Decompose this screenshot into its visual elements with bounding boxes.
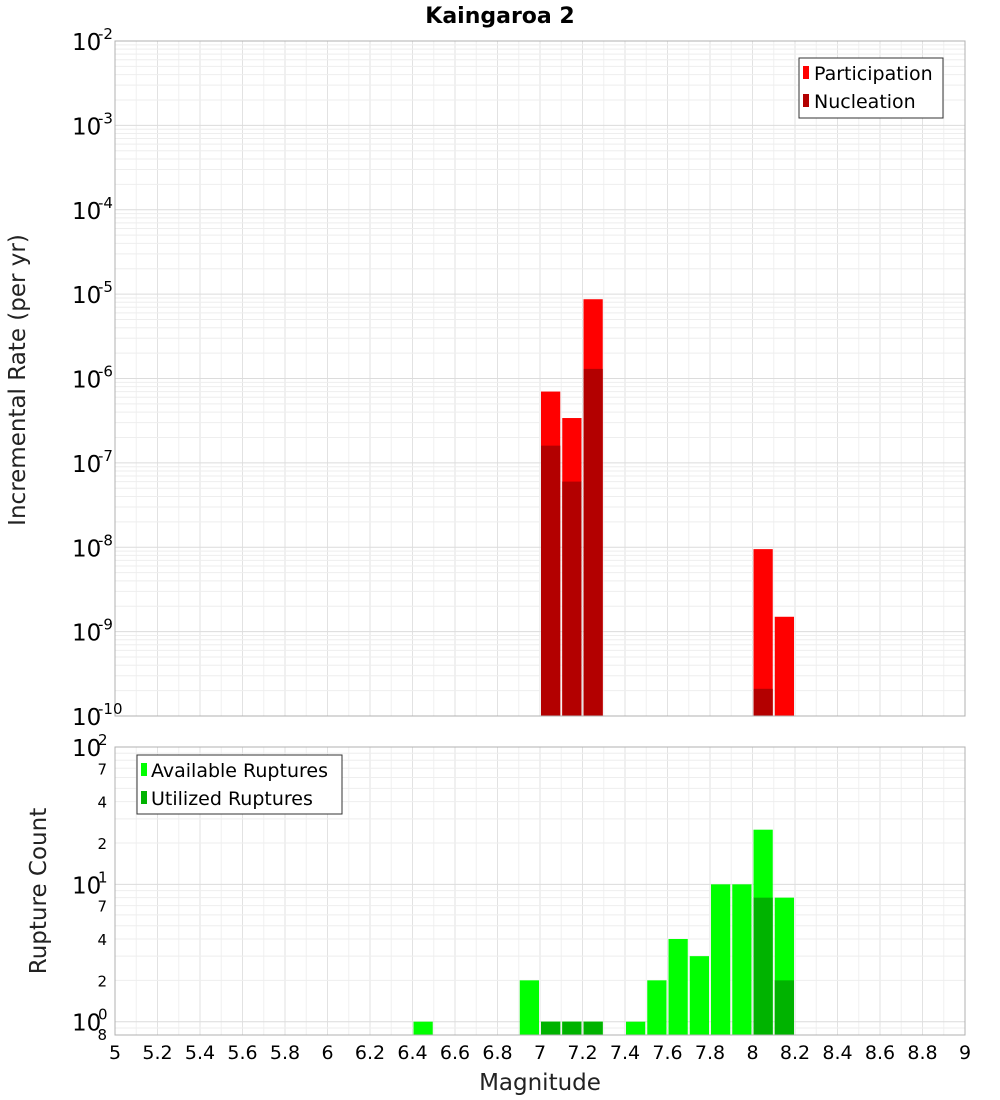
utilized-rupture-bar <box>774 980 794 1035</box>
count-y-minor-tick-label: 4 <box>97 931 107 949</box>
count-y-axis-label: Rupture Count <box>26 808 52 974</box>
x-tick-label: 7.8 <box>695 1042 725 1064</box>
available-rupture-bar <box>732 884 752 1035</box>
available-rupture-bar <box>519 980 539 1035</box>
x-tick-label: 7.2 <box>567 1042 597 1064</box>
x-axis-label: Magnitude <box>479 1070 601 1096</box>
nucleation-bar <box>562 481 582 716</box>
legend-label-nucleation: Nucleation <box>814 91 916 113</box>
nucleation-bar <box>753 688 773 716</box>
rate-y-tick-exponent: -6 <box>98 363 113 381</box>
count-y-minor-tick-label: 8 <box>97 1026 107 1044</box>
rate-y-tick-labels: 10-210-310-410-510-610-710-810-910-10 <box>72 25 123 731</box>
x-tick-label: 8.2 <box>780 1042 810 1064</box>
count-y-tick-base: 10 <box>72 873 101 899</box>
count-y-tick-base: 10 <box>72 1011 101 1037</box>
x-tick-label: 5.8 <box>270 1042 300 1064</box>
count-y-minor-tick-label: 7 <box>97 760 107 778</box>
rate-y-tick-exponent: -9 <box>98 616 113 634</box>
utilized-rupture-bar <box>753 897 773 1035</box>
x-tick-label: 5.2 <box>142 1042 172 1064</box>
rate-y-tick-exponent: -8 <box>98 531 113 549</box>
x-tick-label: 9 <box>959 1042 971 1064</box>
available-rupture-bar <box>711 884 731 1035</box>
utilized-rupture-bar <box>541 1021 561 1035</box>
rate-y-tick-base: 10 <box>72 452 101 478</box>
available-rupture-bar <box>668 939 688 1035</box>
legend-swatch-nucleation <box>803 94 809 107</box>
rate-y-tick-exponent: -5 <box>98 278 113 296</box>
x-tick-label: 7.6 <box>652 1042 682 1064</box>
nucleation-bar <box>541 445 561 716</box>
x-tick-label: 5 <box>109 1042 121 1064</box>
legend-swatch-available <box>141 763 147 776</box>
count-y-minor-tick-label: 4 <box>97 794 107 812</box>
chart-title: Kaingaroa 2 <box>425 4 574 29</box>
rate-y-tick-base: 10 <box>72 368 101 394</box>
count-y-tick-exponent: 0 <box>98 1006 108 1024</box>
x-tick-label: 8 <box>746 1042 758 1064</box>
legend-swatch-participation <box>803 66 809 79</box>
rate-y-tick-exponent: -10 <box>98 700 123 718</box>
legend-label-participation: Participation <box>814 63 933 85</box>
rate-y-tick-exponent: -4 <box>98 194 113 212</box>
rate-y-tick-base: 10 <box>72 283 101 309</box>
participation-bar <box>774 616 794 716</box>
rate-legend: Participation Nucleation <box>798 57 944 119</box>
legend-swatch-utilized <box>141 791 147 804</box>
available-rupture-bar <box>413 1021 433 1035</box>
rate-y-tick-base: 10 <box>72 199 101 225</box>
available-rupture-bar <box>647 980 667 1035</box>
rate-y-tick-exponent: -2 <box>98 25 113 43</box>
legend-label-utilized: Utilized Ruptures <box>151 788 313 810</box>
count-y-tick-exponent: 1 <box>98 868 108 886</box>
utilized-rupture-bars <box>541 897 794 1035</box>
x-tick-labels: 5 5.2 5.4 5.6 5.8 6 6.2 6.4 6.6 6.8 7 7.2 7.4 7.6 7.8 8… <box>109 1042 971 1064</box>
rate-y-tick-exponent: -7 <box>98 447 113 465</box>
rate-y-tick-base: 10 <box>72 30 101 56</box>
count-y-tick-base: 10 <box>72 736 101 762</box>
x-tick-label: 6.4 <box>397 1042 427 1064</box>
x-tick-label: 8.6 <box>865 1042 895 1064</box>
count-y-minor-tick-label: 7 <box>97 898 107 916</box>
x-tick-label: 8.8 <box>907 1042 937 1064</box>
count-plot-frame <box>114 746 966 1036</box>
legend-label-available: Available Ruptures <box>151 760 328 782</box>
rate-y-tick-base: 10 <box>72 621 101 647</box>
rate-y-tick-base: 10 <box>72 536 101 562</box>
rate-y-tick-base: 10 <box>72 705 101 731</box>
participation-bar <box>753 549 773 716</box>
x-tick-label: 6.6 <box>440 1042 470 1064</box>
rate-panel: 10-210-310-410-510-610-710-810-910-10 In… <box>5 25 966 731</box>
rate-plot-frame <box>114 40 966 717</box>
rate-gridlines <box>114 40 966 717</box>
count-legend: Available Ruptures Utilized Ruptures <box>136 754 343 815</box>
x-tick-label: 7.4 <box>610 1042 640 1064</box>
count-y-minor-tick-label: 2 <box>97 835 107 853</box>
count-y-minor-tick-label: 2 <box>97 972 107 990</box>
x-tick-label: 7 <box>534 1042 546 1064</box>
available-rupture-bar <box>626 1021 646 1035</box>
x-tick-label: 6.2 <box>355 1042 385 1064</box>
rate-y-axis-label: Incremental Rate (per yr) <box>5 234 31 526</box>
available-rupture-bar <box>689 956 709 1035</box>
nucleation-bar <box>583 368 603 716</box>
rate-y-tick-base: 10 <box>72 114 101 140</box>
count-y-tick-exponent: 2 <box>98 731 108 749</box>
x-tick-label: 6.8 <box>482 1042 512 1064</box>
x-tick-label: 8.4 <box>822 1042 852 1064</box>
rate-y-tick-exponent: -3 <box>98 109 113 127</box>
x-tick-label: 5.6 <box>227 1042 257 1064</box>
utilized-rupture-bar <box>562 1021 582 1035</box>
x-tick-label: 5.4 <box>185 1042 215 1064</box>
x-tick-label: 6 <box>321 1042 333 1064</box>
nucleation-bars <box>541 368 773 716</box>
utilized-rupture-bar <box>583 1021 603 1035</box>
